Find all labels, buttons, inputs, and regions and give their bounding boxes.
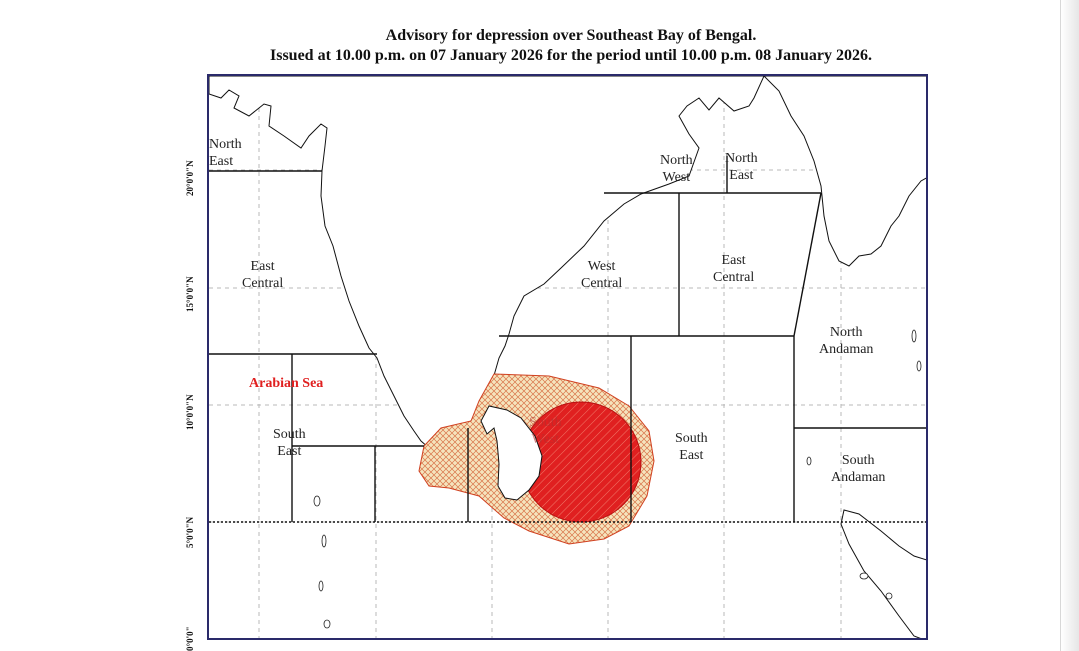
region-bay-east-central: East Central [713,253,755,285]
lat-label-5n: 5°0'0"N [185,516,195,548]
sri-lanka [480,405,543,501]
map-title: Advisory for depression over Southeast B… [385,27,757,44]
region-arabian-east-central: East Central [242,259,284,291]
region-bay-south-west: South West [529,415,562,447]
region-bay-north-west: North West [660,153,693,185]
region-south-andaman: South Andaman [831,453,886,485]
region-bay-south-east: South East [675,431,708,463]
region-north-andaman: North Andaman [819,325,874,357]
region-arabian-north-east: North East [209,137,242,169]
arabian-sea-label: Arabian Sea [249,376,324,391]
map-subtitle: Issued at 10.00 p.m. on 07 January 2026 … [270,47,872,64]
region-arabian-south-east: South East [273,427,306,459]
coastline [209,76,926,638]
lat-label-15n: 15°0'0"N [185,276,195,312]
lat-label-0: 0°0'0" [185,626,195,651]
region-boundaries [209,156,926,523]
region-bay-west-central: West Central [581,259,623,291]
islands [313,329,922,629]
region-bay-north-east: North East [725,151,758,183]
page-edge [1060,0,1079,651]
lat-label-20n: 20°0'0"N [185,160,195,196]
map-panel: North East East Central Arabian Sea Sout… [207,74,928,640]
map-canvas [209,76,926,638]
lat-label-10n: 10°0'0"N [185,394,195,430]
